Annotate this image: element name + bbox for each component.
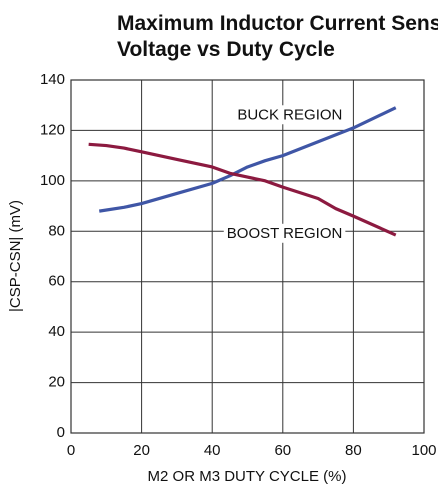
y-tick-label: 80 — [48, 222, 65, 239]
chart-title: Maximum Inductor Current Sense — [117, 12, 438, 35]
chart-title: Voltage vs Duty Cycle — [117, 38, 335, 61]
x-tick-label: 80 — [345, 442, 362, 459]
plot-frame — [70, 79, 425, 434]
series-label-bg — [234, 105, 346, 125]
x-axis-label: M2 OR M3 DUTY CYCLE (%) — [148, 468, 347, 485]
x-tick-label: 20 — [133, 442, 150, 459]
y-tick-label: 0 — [57, 424, 65, 441]
series-label: BOOST REGION — [227, 225, 343, 242]
y-tick-label: 40 — [48, 323, 65, 340]
series-label-bg — [223, 223, 346, 243]
series-line — [98, 106, 397, 213]
y-tick-label: 100 — [40, 172, 65, 189]
x-tick-label: 40 — [204, 442, 221, 459]
y-tick-label: 140 — [40, 71, 65, 88]
y-axis-label: |CSP-CSN| (mV) — [7, 200, 24, 312]
series-line — [88, 142, 397, 237]
y-tick-label: 20 — [48, 374, 65, 391]
series-label: BUCK REGION — [237, 106, 342, 123]
x-tick-label: 60 — [274, 442, 291, 459]
y-tick-label: 60 — [48, 273, 65, 290]
x-tick-label: 0 — [67, 442, 75, 459]
y-tick-label: 120 — [40, 121, 65, 138]
x-tick-label: 100 — [411, 442, 436, 459]
